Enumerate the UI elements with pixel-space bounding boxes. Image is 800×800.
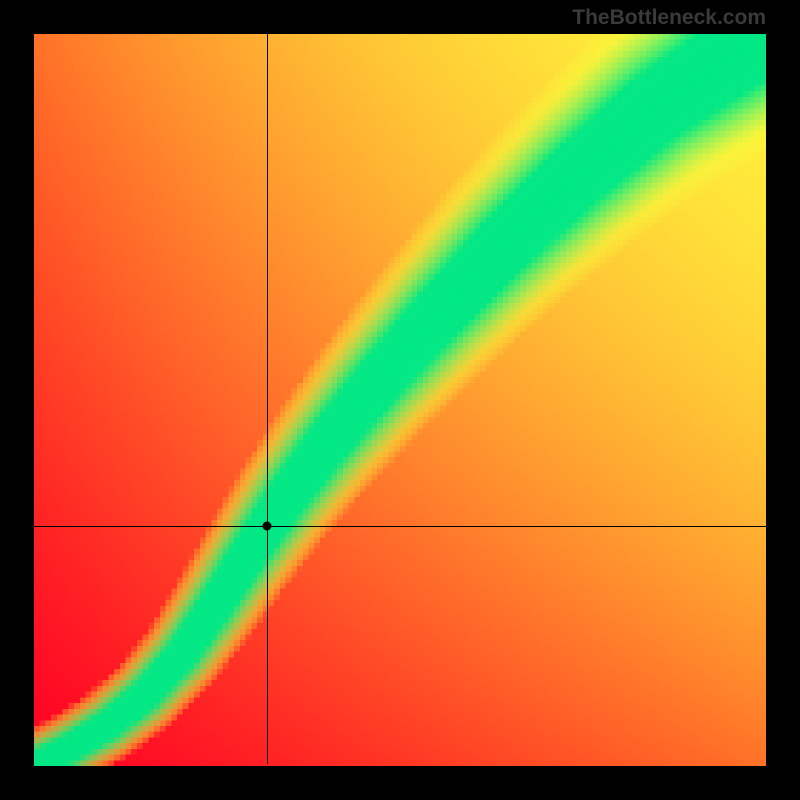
figure-container: TheBottleneck.com (0, 0, 800, 800)
heatmap-canvas (34, 34, 766, 766)
crosshair-marker (262, 521, 271, 530)
watermark-text: TheBottleneck.com (572, 6, 766, 30)
crosshair-vertical (267, 34, 268, 764)
crosshair-horizontal (34, 526, 766, 527)
